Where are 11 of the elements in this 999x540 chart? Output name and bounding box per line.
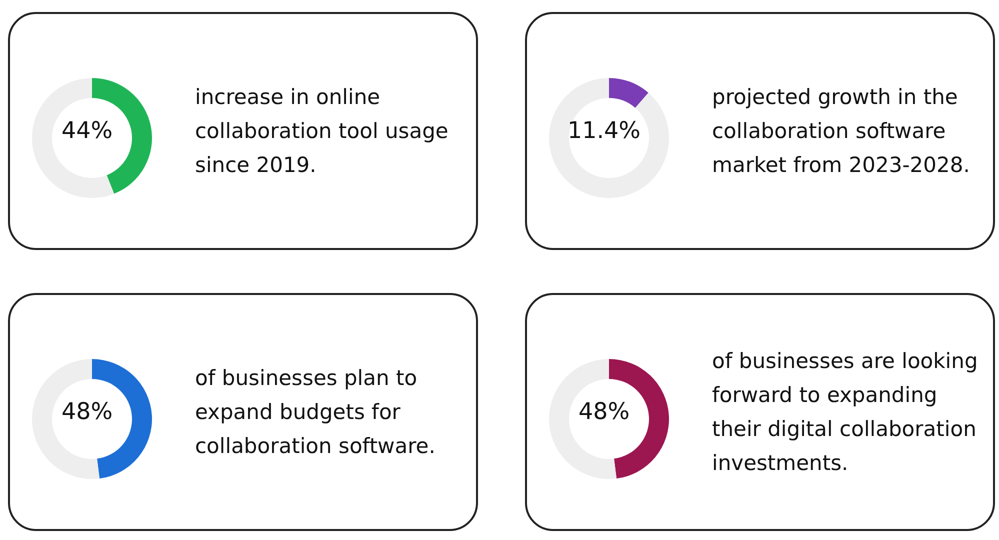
text: of businesses plan to expand budgets for collaboration software. xyxy=(195,365,436,460)
text: projected growth in the collaboration software market from 2023-2028. xyxy=(712,84,971,179)
text: 48% xyxy=(577,399,631,425)
donut-slice xyxy=(549,78,669,198)
text: 44% xyxy=(60,118,114,144)
text: of businesses are looking forward to expanding their digital collaboration investments. xyxy=(712,348,979,477)
donut-slice xyxy=(609,78,648,108)
donut-slice xyxy=(32,78,114,198)
text: 11.4% xyxy=(566,118,642,144)
text: 48% xyxy=(60,399,114,425)
text: increase in online collaboration tool usage since 2019. xyxy=(195,84,450,179)
